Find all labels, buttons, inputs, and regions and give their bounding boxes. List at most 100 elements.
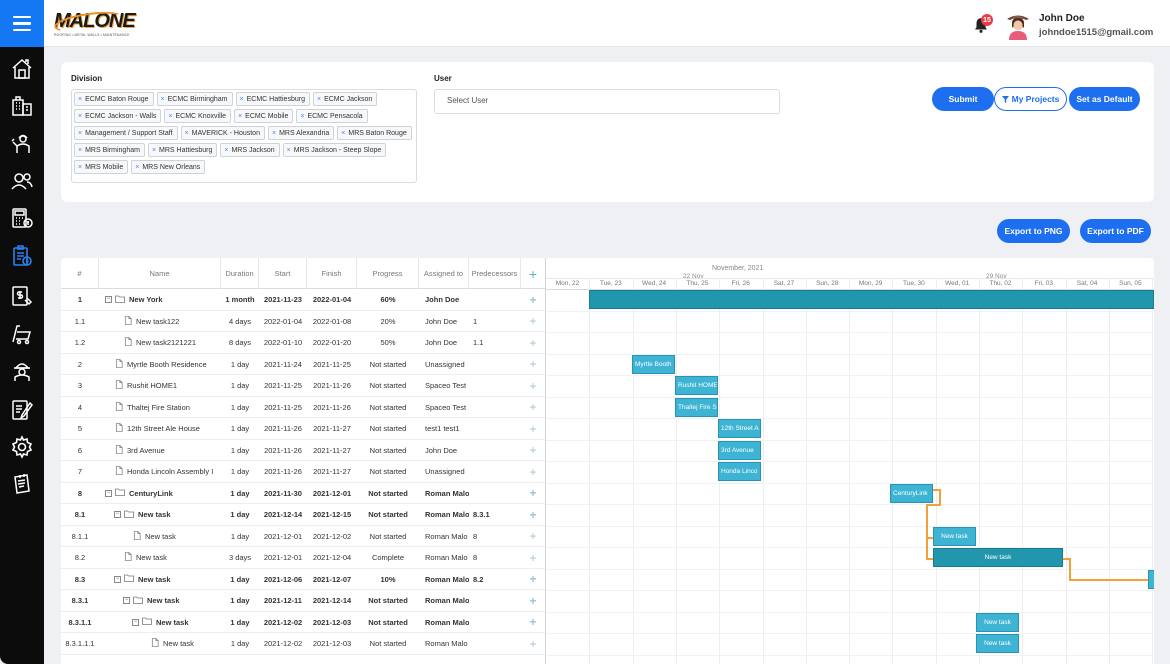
- division-chip[interactable]: × ECMC Knoxville: [164, 109, 232, 123]
- add-subtask-button[interactable]: +: [529, 464, 537, 479]
- col-finish[interactable]: Finish: [307, 258, 357, 289]
- submit-button[interactable]: Submit: [932, 87, 994, 111]
- user-select[interactable]: Select User: [434, 89, 780, 114]
- dependency-link[interactable]: [926, 558, 933, 560]
- gantt-bar[interactable]: 3rd Avenue: [718, 440, 761, 460]
- remove-chip-icon[interactable]: ×: [168, 112, 173, 120]
- collapse-toggle-icon[interactable]: −: [132, 618, 139, 626]
- col-predecessors[interactable]: Predecessors: [469, 258, 521, 289]
- menu-toggle-button[interactable]: [0, 0, 44, 47]
- remove-chip-icon[interactable]: ×: [78, 163, 83, 171]
- remove-chip-icon[interactable]: ×: [271, 129, 277, 137]
- division-chip[interactable]: × MRS Jackson: [220, 143, 280, 157]
- table-row[interactable]: 8.2 New task 3 days 2021-12-01 2021-12-04 Com…: [61, 547, 545, 569]
- cell-name[interactable]: Myrtle Booth Residence: [99, 354, 221, 376]
- division-chip[interactable]: × ECMC Mobile: [234, 109, 294, 123]
- cell-name[interactable]: Thaltej Fire Station: [99, 397, 221, 419]
- table-row[interactable]: 3 Rushit HOME1 1 day 2021-11-25 2021-11-26 No…: [61, 375, 545, 397]
- cell-name[interactable]: New task: [99, 633, 221, 655]
- add-subtask-button[interactable]: +: [529, 636, 537, 651]
- avatar[interactable]: [1004, 10, 1032, 40]
- division-chip[interactable]: × MRS Birmingham: [74, 143, 145, 157]
- gantt-bar[interactable]: New task: [976, 634, 1019, 653]
- set-default-button[interactable]: Set as Default: [1069, 87, 1140, 111]
- dependency-link[interactable]: [939, 488, 941, 505]
- collapse-toggle-icon[interactable]: −: [105, 489, 112, 497]
- dependency-link[interactable]: [1063, 558, 1071, 560]
- add-subtask-button[interactable]: +: [529, 378, 537, 393]
- cell-name[interactable]: − New task: [99, 590, 221, 612]
- gantt-bar[interactable]: Myrtle Booth: [632, 354, 675, 374]
- table-row[interactable]: 8.3 − New task 1 day 2021-12-06 2021-12-07 10%…: [61, 569, 545, 590]
- division-chip[interactable]: × MRS Mobile: [74, 160, 129, 174]
- division-chip[interactable]: × MRS Jackson - Steep Slope: [282, 143, 387, 157]
- table-row[interactable]: 8 − CenturyLink 1 day 2021-11-30 2021-12-01 No…: [61, 483, 545, 505]
- table-row[interactable]: 8.1.1 New task 1 day 2021-12-01 2021-12-02 No…: [61, 526, 545, 547]
- gantt-bar[interactable]: [589, 290, 1154, 309]
- col-start[interactable]: Start: [259, 258, 307, 289]
- table-row[interactable]: 8.3.1.1 − New task 1 day 2021-12-02 2021-12-0…: [61, 612, 545, 634]
- division-chip[interactable]: × ECMC Hattiesburg: [235, 92, 310, 106]
- add-subtask-button[interactable]: +: [529, 443, 537, 458]
- gantt-bar[interactable]: New task: [933, 548, 1063, 567]
- cell-name[interactable]: − CenturyLink: [99, 483, 221, 505]
- remove-chip-icon[interactable]: ×: [224, 146, 229, 154]
- division-chip[interactable]: × Management / Support Staff: [74, 126, 178, 140]
- cell-name[interactable]: Honda Lincoln Assembly I: [99, 461, 221, 483]
- add-subtask-button[interactable]: +: [529, 507, 537, 522]
- remove-chip-icon[interactable]: ×: [184, 129, 189, 137]
- add-subtask-button[interactable]: +: [529, 529, 537, 544]
- collapse-toggle-icon[interactable]: −: [114, 575, 121, 583]
- remove-chip-icon[interactable]: ×: [160, 95, 165, 103]
- table-row[interactable]: 7 Honda Lincoln Assembly I 1 day 2021-11-26…: [61, 461, 545, 483]
- dependency-link[interactable]: [926, 536, 933, 539]
- remove-chip-icon[interactable]: ×: [316, 95, 322, 103]
- gantt-bar[interactable]: 12th Street A: [718, 419, 761, 438]
- collapse-toggle-icon[interactable]: −: [123, 597, 130, 605]
- add-subtask-button[interactable]: +: [529, 314, 537, 329]
- add-subtask-button[interactable]: +: [529, 357, 537, 372]
- gantt-bar[interactable]: CenturyLink: [890, 483, 933, 503]
- export-png-button[interactable]: Export to PNG: [997, 219, 1070, 243]
- add-subtask-button[interactable]: +: [529, 421, 537, 436]
- division-chip[interactable]: × MRS Alexandria: [267, 126, 335, 140]
- add-subtask-button[interactable]: +: [529, 292, 537, 307]
- cell-name[interactable]: Rushit HOME1: [99, 375, 221, 397]
- estimate-icon[interactable]: [8, 396, 36, 424]
- malone-logo[interactable]: MALONE ROOFING • METAL WALLS • MAINTENAN…: [53, 8, 136, 43]
- division-chip[interactable]: × ECMC Pensacola: [296, 109, 368, 123]
- gantt-bar[interactable]: Thaltej Fire S: [675, 397, 718, 417]
- my-projects-button[interactable]: My Projects: [994, 87, 1067, 111]
- gantt-bar[interactable]: Honda Linco: [718, 462, 761, 481]
- remove-chip-icon[interactable]: ×: [78, 95, 83, 103]
- remove-chip-icon[interactable]: ×: [78, 112, 83, 120]
- cell-name[interactable]: − New task: [99, 504, 221, 526]
- cell-name[interactable]: − New task: [99, 612, 221, 634]
- add-task-button[interactable]: +: [528, 265, 538, 282]
- col-name[interactable]: Name: [99, 258, 221, 289]
- table-row[interactable]: 8.3.1 − New task 1 day 2021-12-11 2021-12-14 N…: [61, 590, 545, 612]
- table-row[interactable]: 4 Thaltej Fire Station 1 day 2021-11-25 2021…: [61, 397, 545, 419]
- col-progress[interactable]: Progress: [357, 258, 419, 289]
- dependency-link[interactable]: [926, 503, 928, 558]
- add-subtask-button[interactable]: +: [529, 550, 537, 565]
- table-row[interactable]: 1 − New York 1 month 2021-11-23 2022-01-04 60%…: [61, 289, 545, 311]
- cell-name[interactable]: − New York: [99, 289, 221, 311]
- gantt-bar[interactable]: Rushit HOME: [675, 376, 718, 395]
- division-chip[interactable]: × ECMC Jackson - Walls: [74, 109, 162, 123]
- settings-icon[interactable]: [8, 433, 36, 461]
- gantt-bar[interactable]: [1148, 569, 1154, 589]
- notes-icon[interactable]: [8, 470, 36, 498]
- cell-name[interactable]: 3rd Avenue: [99, 440, 221, 462]
- calculator-icon[interactable]: [8, 204, 36, 232]
- division-chip[interactable]: × MAVERICK - Houston: [180, 126, 265, 140]
- table-row[interactable]: 2 Myrtle Booth Residence 1 day 2021-11-24 20…: [61, 354, 545, 376]
- remove-chip-icon[interactable]: ×: [239, 95, 244, 103]
- home-icon[interactable]: [8, 55, 36, 83]
- division-chip[interactable]: × ECMC Jackson: [312, 92, 378, 106]
- cell-name[interactable]: 12th Street Ale House: [99, 418, 221, 440]
- foreman-icon[interactable]: [8, 357, 36, 385]
- dependency-link[interactable]: [933, 488, 941, 491]
- division-multiselect[interactable]: × ECMC Baton Rouge × ECMC Birmingham × ECMC H…: [71, 89, 417, 183]
- cart-icon[interactable]: [8, 320, 36, 348]
